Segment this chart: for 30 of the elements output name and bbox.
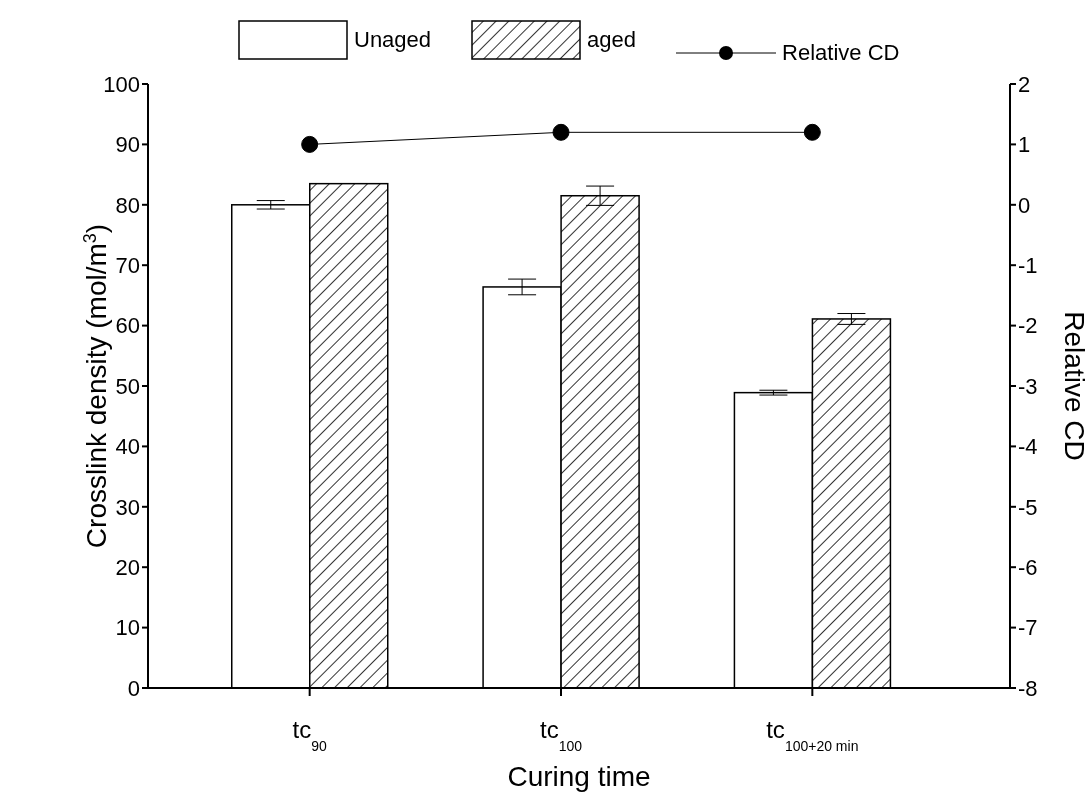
y2-tick-label: -1 xyxy=(1018,253,1038,279)
y2-tick-label: -8 xyxy=(1018,675,1038,701)
y-tick-label: 20 xyxy=(115,555,140,581)
x-tick-label: tc$_{90}$ xyxy=(292,716,327,754)
y2-tick-label: -6 xyxy=(1018,555,1038,581)
legend-label: Unaged xyxy=(354,27,432,53)
y-tick-label: 90 xyxy=(115,132,140,158)
x-axis-title: Curing time xyxy=(507,761,651,792)
legend-label: Relative CD xyxy=(782,40,900,66)
y-tick-label: 60 xyxy=(115,313,140,339)
y-tick-label: 50 xyxy=(115,373,140,399)
y2-tick-label: 0 xyxy=(1018,192,1031,218)
y2-tick-label: -7 xyxy=(1018,615,1038,641)
y2-tick-label: -4 xyxy=(1018,434,1038,460)
y2-tick-label: -3 xyxy=(1018,373,1038,399)
y2-tick-label: 1 xyxy=(1018,132,1031,158)
x-tick-label: tc$_{100}$ xyxy=(539,716,583,754)
y-tick-label: 40 xyxy=(115,434,140,460)
y2-tick-label: 2 xyxy=(1018,71,1031,97)
y2-tick-label: -2 xyxy=(1018,313,1038,339)
y2-tick-label: -5 xyxy=(1018,494,1038,520)
y-tick-label: 80 xyxy=(115,192,140,218)
y-tick-label: 100 xyxy=(103,71,140,97)
y-tick-label: 10 xyxy=(115,615,140,641)
y-tick-label: 30 xyxy=(115,494,140,520)
y-tick-label: 70 xyxy=(115,253,140,279)
y-tick-label: 0 xyxy=(127,675,140,701)
legend-label: aged xyxy=(587,27,637,53)
x-tick-label: tc$_{100+20 min}$ xyxy=(766,716,859,754)
y2-axis-title: Relative CD xyxy=(1059,311,1090,461)
